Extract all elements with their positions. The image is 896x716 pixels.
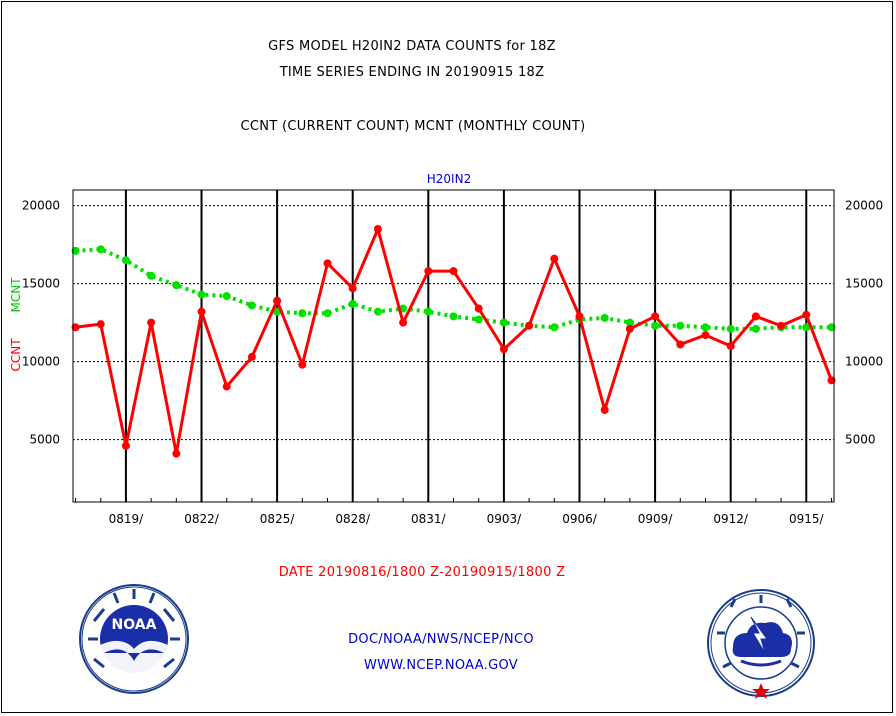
data-point-mcnt [197, 290, 206, 299]
data-point-mcnt [424, 307, 433, 316]
data-point-mcnt [172, 281, 181, 290]
y-tick-label-right: 15000 [845, 277, 883, 291]
data-point-mcnt [600, 313, 609, 322]
axis-labels: 5000 5000 10000 10000 15000 15000 20000 20000 08… [22, 199, 883, 526]
data-point-ccnt [172, 449, 181, 458]
y-tick-label-left: 15000 [22, 277, 60, 291]
noaa-logo-text: NOAA [112, 617, 157, 633]
y-axis-label-mcnt: MCNT [9, 277, 23, 313]
data-point-ccnt [247, 352, 256, 361]
data-point-ccnt [424, 267, 433, 276]
data-point-ccnt [600, 405, 609, 414]
y-tick-label-right: 5000 [845, 433, 876, 447]
data-point-mcnt [701, 323, 710, 332]
x-tick-label: 0909/ [638, 512, 674, 526]
title-line-3: CCNT (CURRENT COUNT) MCNT (MONTHLY COUNT… [240, 119, 586, 134]
data-point-mcnt [676, 321, 685, 330]
y-axis-label: CCNT MCNT [9, 277, 23, 372]
data-point-ccnt [726, 342, 735, 350]
data-point-mcnt [651, 321, 660, 330]
y-tick-label-left: 10000 [22, 355, 60, 369]
grid-lines [73, 190, 834, 502]
data-point-ccnt [298, 360, 307, 369]
x-tick-label: 0912/ [713, 512, 749, 526]
title-line-2: TIME SERIES ENDING IN 20190915 18Z [279, 65, 545, 80]
data-point-mcnt [550, 323, 559, 332]
nws-logo-icon [707, 589, 815, 699]
x-tick-label: 0819/ [109, 512, 145, 526]
x-tick-label: 0831/ [411, 512, 447, 526]
y-tick-label-right: 10000 [845, 355, 883, 369]
y-axis-label-ccnt: CCNT [9, 338, 23, 372]
data-point-mcnt [751, 324, 760, 333]
data-point-mcnt [323, 309, 332, 318]
data-point-ccnt [147, 318, 156, 327]
series-layer [71, 225, 836, 458]
data-point-mcnt [499, 318, 508, 327]
plot-area-border [72, 189, 835, 503]
data-point-ccnt [121, 441, 130, 450]
date-range-label: DATE 20190816/1800 Z-20190915/1800 Z [278, 565, 566, 580]
data-point-mcnt [247, 301, 256, 310]
data-point-mcnt [298, 309, 307, 318]
data-point-mcnt [348, 299, 357, 308]
data-point-mcnt [222, 292, 231, 301]
data-point-ccnt [499, 345, 508, 354]
data-point-ccnt [550, 254, 559, 263]
data-point-ccnt [777, 321, 786, 330]
website-link[interactable]: WWW.NCEP.NOAA.GOV [363, 658, 519, 673]
x-tick-label: 0822/ [184, 512, 220, 526]
data-point-ccnt [474, 304, 483, 313]
data-point-mcnt [726, 324, 735, 333]
data-point-ccnt [222, 382, 231, 391]
title-line-1: GFS MODEL H20IN2 DATA COUNTS for 18Z [268, 39, 556, 54]
data-point-mcnt [96, 245, 105, 254]
data-point-ccnt [676, 340, 685, 349]
x-tick-label: 0903/ [487, 512, 523, 526]
data-point-mcnt [802, 323, 811, 332]
data-point-mcnt [71, 246, 80, 255]
noaa-logo-icon: NOAA [79, 584, 189, 694]
data-point-ccnt [625, 324, 634, 333]
chart-title: H20IN2 [427, 172, 471, 186]
data-point-mcnt [449, 312, 458, 321]
data-point-ccnt [751, 312, 760, 321]
data-point-mcnt [474, 315, 483, 324]
data-point-ccnt [197, 307, 206, 316]
data-point-mcnt [121, 256, 130, 265]
x-tick-label: 0825/ [260, 512, 296, 526]
x-tick-label: 0906/ [562, 512, 598, 526]
data-point-ccnt [348, 284, 357, 293]
data-point-ccnt [273, 296, 282, 305]
data-point-ccnt [802, 310, 811, 319]
data-point-mcnt [625, 318, 634, 327]
series-line-ccnt [75, 227, 833, 456]
org-label: DOC/NOAA/NWS/NCEP/NCO [348, 632, 534, 647]
data-point-ccnt [701, 331, 710, 340]
data-point-ccnt [323, 259, 332, 268]
x-tick-label: 0828/ [335, 512, 371, 526]
data-point-mcnt [147, 271, 156, 280]
data-point-ccnt [651, 312, 660, 321]
data-point-ccnt [525, 321, 534, 330]
data-point-ccnt [827, 376, 836, 385]
data-point-ccnt [71, 323, 80, 332]
data-point-mcnt [827, 323, 836, 332]
data-point-ccnt [373, 225, 382, 233]
data-point-mcnt [373, 307, 382, 316]
x-tick-label: 0915/ [789, 512, 825, 526]
data-point-ccnt [449, 267, 458, 276]
y-tick-label-left: 20000 [22, 199, 60, 213]
y-tick-label-right: 20000 [845, 199, 883, 213]
data-point-ccnt [399, 318, 408, 327]
y-tick-label-left: 5000 [29, 433, 60, 447]
data-point-ccnt [96, 320, 105, 329]
data-point-ccnt [575, 312, 584, 321]
